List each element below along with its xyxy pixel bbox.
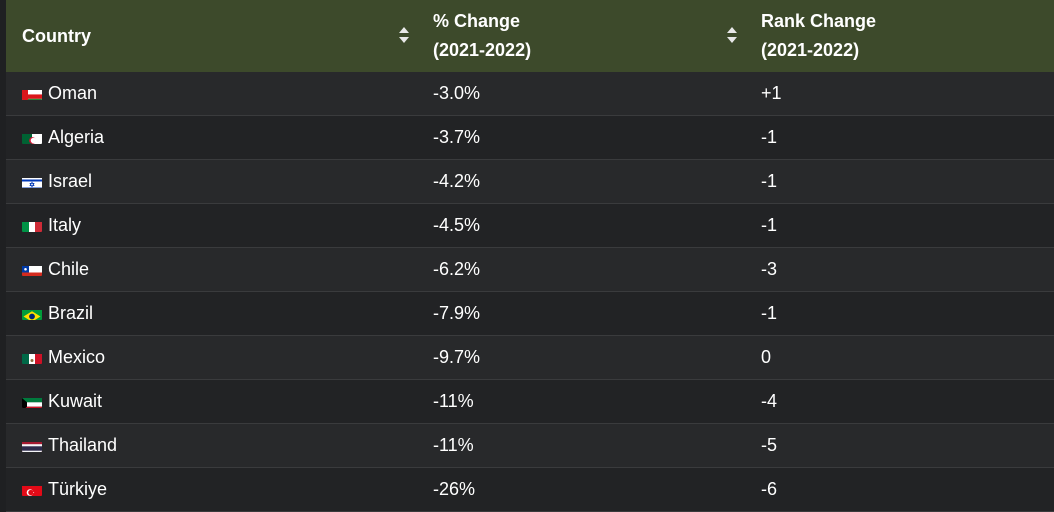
column-header-pct-line1: % Change [433,11,521,31]
pct-change-cell: -11% [433,435,474,455]
table-row: Thailand -11% -5 [6,424,1054,468]
oman-flag-icon [22,87,42,100]
table-row: Algeria -3.7% -1 [6,116,1054,160]
country-cell: Thailand [22,424,117,467]
rank-change-cell: -4 [761,391,778,411]
country-cell: Chile [22,248,89,291]
pct-change-cell: -26% [433,479,476,499]
country-name: Türkiye [48,479,108,499]
sort-icon[interactable] [726,25,738,45]
rank-change-cell: +1 [761,83,782,103]
column-header-country[interactable]: Country [22,0,91,72]
country-name: Brazil [48,303,94,323]
country-name: Thailand [48,435,118,455]
column-header-rank-change[interactable]: Rank Change (2021-2022) [761,0,876,72]
table-row: Italy -4.5% -1 [6,204,1054,248]
rank-change-cell: -1 [761,127,778,147]
italy-flag-icon [22,219,42,232]
country-name: Israel [48,171,93,191]
data-table: Country % Change (2021-2022) Rank Change… [6,0,1054,512]
country-name: Oman [48,83,98,103]
sort-icon[interactable] [398,25,410,45]
israel-flag-icon [22,175,42,188]
rank-change-cell: -3 [761,259,778,279]
country-name: Chile [48,259,90,279]
country-cell: Brazil [22,292,93,335]
rank-change-cell: -6 [761,479,778,499]
country-cell: Algeria [22,116,104,159]
country-name: Italy [48,215,82,235]
pct-change-cell: -4.2% [433,171,481,191]
pct-change-cell: -11% [433,391,474,411]
thailand-flag-icon [22,439,42,452]
chile-flag-icon [22,263,42,276]
country-cell: Türkiye [22,468,107,511]
table-row: Mexico -9.7% 0 [6,336,1054,380]
rank-change-cell: -1 [761,303,778,323]
country-name: Algeria [48,127,105,147]
country-cell: Kuwait [22,380,102,423]
algeria-flag-icon [22,131,42,144]
country-cell: Italy [22,204,81,247]
turkiye-flag-icon [22,483,42,496]
column-header-pct-line2: (2021-2022) [433,40,532,60]
pct-change-cell: -3.7% [433,127,481,147]
table-row: Brazil -7.9% -1 [6,292,1054,336]
pct-change-cell: -6.2% [433,259,481,279]
table-row: Israel -4.2% -1 [6,160,1054,204]
rank-change-cell: 0 [761,347,772,367]
pct-change-cell: -3.0% [433,83,481,103]
brazil-flag-icon [22,307,42,320]
column-header-pct-change[interactable]: % Change (2021-2022) [433,0,531,72]
kuwait-flag-icon [22,395,42,408]
table-row: Oman -3.0% +1 [6,72,1054,116]
column-header-country-label: Country [22,25,91,46]
mexico-flag-icon [22,351,42,364]
table-header: Country % Change (2021-2022) Rank Change… [6,0,1054,72]
rank-change-cell: -1 [761,171,778,191]
country-cell: Mexico [22,336,105,379]
country-name: Kuwait [48,391,103,411]
table-row: Chile -6.2% -3 [6,248,1054,292]
pct-change-cell: -9.7% [433,347,481,367]
table-row: Kuwait -11% -4 [6,380,1054,424]
table-row: Türkiye -26% -6 [6,468,1054,512]
column-header-rank-line2: (2021-2022) [761,40,860,60]
column-header-rank-line1: Rank Change [761,11,877,31]
rank-change-cell: -5 [761,435,778,455]
country-cell: Israel [22,160,92,203]
country-name: Mexico [48,347,106,367]
country-cell: Oman [22,72,97,115]
table-body: Oman -3.0% +1 Algeria -3.7% -1 Israel -4.2% -1 It… [6,72,1054,512]
pct-change-cell: -4.5% [433,215,481,235]
pct-change-cell: -7.9% [433,303,481,323]
rank-change-cell: -1 [761,215,778,235]
